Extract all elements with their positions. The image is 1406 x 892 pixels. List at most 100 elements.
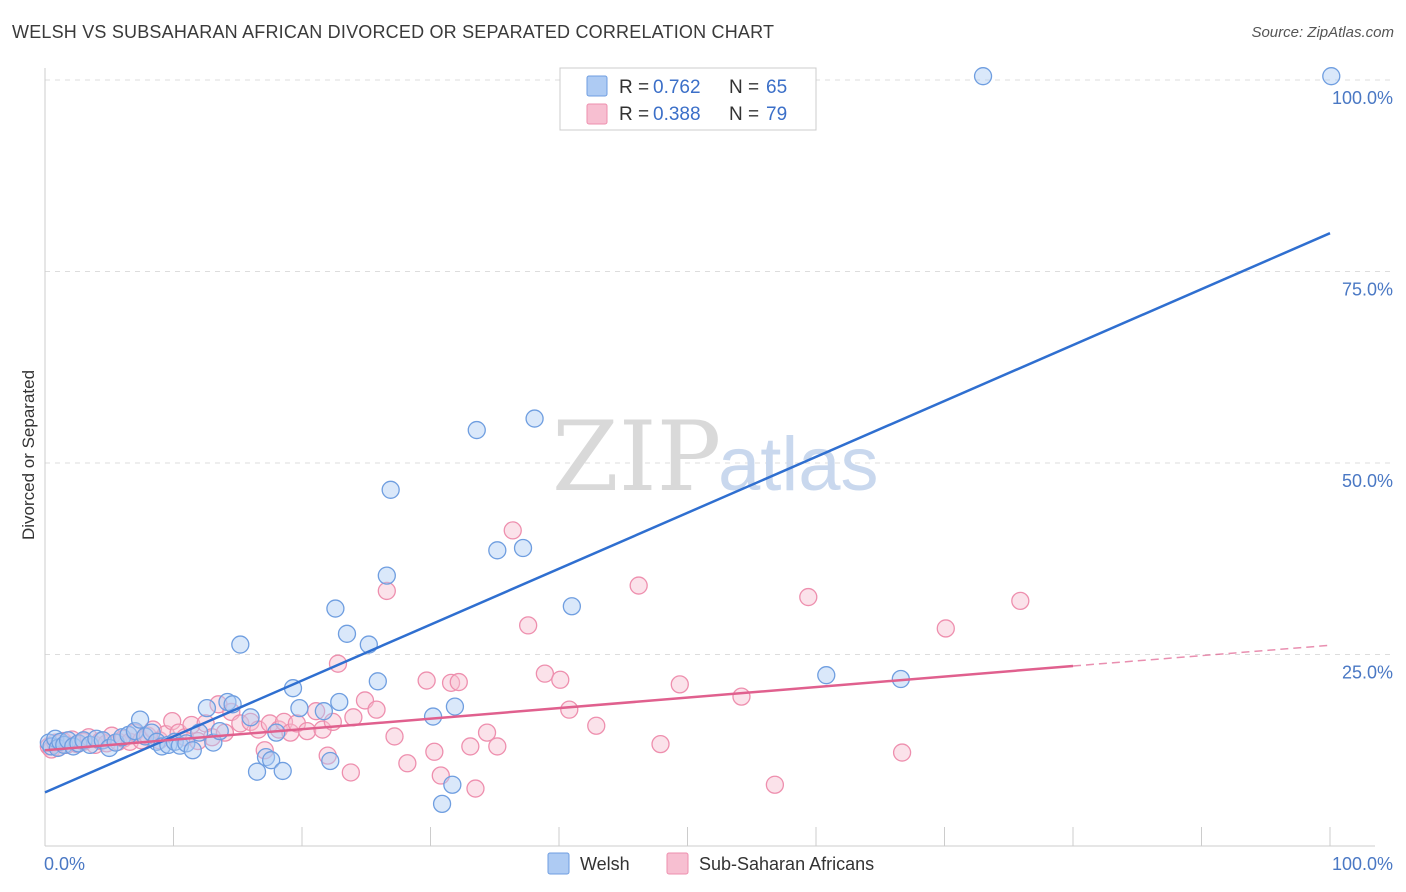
legend-r-label-welsh: R = [619,77,649,98]
ssa-point [892,743,912,762]
ssa-point [503,521,522,540]
legend-r-value-welsh: 0.762 [653,77,701,98]
ssa-point [461,737,480,756]
ssa-trend-line-extension [1072,644,1331,667]
welsh-point [381,480,400,499]
x-tick-label-min: 0.0% [44,854,85,874]
bottom-legend: Welsh Sub-Saharan Africans [547,852,874,875]
ssa-trend-line [44,664,1074,752]
axes [44,68,1375,847]
welsh-point [467,420,486,440]
x-tick-marks [44,827,1331,846]
ssa-point [587,716,606,735]
y-tick-label: 100.0% [1332,88,1393,108]
ssa-point [441,673,461,692]
legend-n-value-ssa: 79 [766,104,787,125]
legend-box: R = 0.762 N = 65 R = 0.388 N = 79 [559,67,817,131]
ssa-point [417,671,436,690]
ssa-point [398,754,417,773]
welsh-point [273,761,292,781]
welsh-point [241,708,260,727]
welsh-point [432,794,452,814]
bottom-legend-swatch-welsh [547,852,570,875]
welsh-point [197,698,217,718]
welsh-trend-line [44,232,1331,794]
ssa-point [297,721,317,741]
y-tick-labels: 25.0% 50.0% 75.0% 100.0% [1332,88,1393,683]
welsh-point [314,702,333,721]
legend-swatch-ssa [586,103,608,125]
legend-n-label-welsh: N = [729,77,759,98]
welsh-point [817,666,836,685]
legend-swatch-welsh [586,75,608,97]
ssa-point [425,742,444,761]
welsh-point [290,698,309,718]
ssa-point [651,734,670,754]
welsh-point [445,697,465,716]
welsh-point [337,624,357,643]
welsh-point [183,741,202,760]
ssa-point [519,616,538,635]
bottom-legend-swatch-ssa [666,852,689,875]
welsh-point [130,710,150,729]
ssa-point [765,775,785,794]
ssa-point [535,664,555,683]
ssa-point [367,700,386,719]
welsh-point [562,597,581,616]
legend-r-value-ssa: 0.388 [653,104,701,125]
ssa-point [670,675,689,694]
welsh-point [423,707,443,726]
ssa-point [799,587,818,607]
welsh-point [247,762,267,781]
y-tick-label: 75.0% [1342,280,1393,300]
watermark: ZIP atlas [552,401,879,513]
ssa-point [255,741,274,760]
trend-lines [44,232,1331,794]
welsh-point [330,692,349,712]
welsh-point [443,775,462,794]
bottom-legend-label-ssa: Sub-Saharan Africans [699,854,874,874]
welsh-point [525,409,544,428]
welsh-point [231,635,250,654]
ssa-point [385,727,404,746]
ssa-point [341,763,360,782]
y-tick-label: 50.0% [1342,471,1393,491]
welsh-points [39,67,1341,814]
grid-lines [45,79,1395,655]
welsh-point [513,538,533,558]
ssa-point [629,576,648,595]
ssa-point [732,687,751,706]
bottom-legend-label-welsh: Welsh [580,854,630,874]
welsh-point [326,599,345,618]
ssa-point [241,712,260,732]
welsh-point [377,566,396,585]
welsh-point [973,67,993,86]
welsh-point [262,751,281,770]
ssa-point [377,581,396,601]
ssa-point [560,700,579,719]
legend-n-value-welsh: 65 [766,77,787,98]
y-axis-title: Divorced or Separated [19,370,38,540]
welsh-point [368,672,387,691]
chart-title: WELSH VS SUBSAHARAN AFRICAN DIVORCED OR … [12,22,775,42]
welsh-point [256,747,276,767]
welsh-point [488,541,507,560]
ssa-point [1011,591,1030,611]
legend-n-label-ssa: N = [729,104,759,125]
ssa-point [287,714,307,733]
ssa-point [163,711,182,731]
welsh-point [321,751,340,771]
ssa-point [488,737,507,756]
ssa-point [936,619,955,638]
x-tick-label-max: 100.0% [1332,854,1393,874]
watermark-zip: ZIP [552,401,721,513]
legend-r-label-ssa: R = [619,104,649,125]
ssa-point [551,670,570,689]
welsh-point [1322,67,1341,86]
ssa-point [466,779,485,798]
y-tick-label: 25.0% [1342,663,1393,683]
ssa-point [313,720,332,739]
welsh-point [204,733,223,752]
ssa-point [477,723,497,742]
